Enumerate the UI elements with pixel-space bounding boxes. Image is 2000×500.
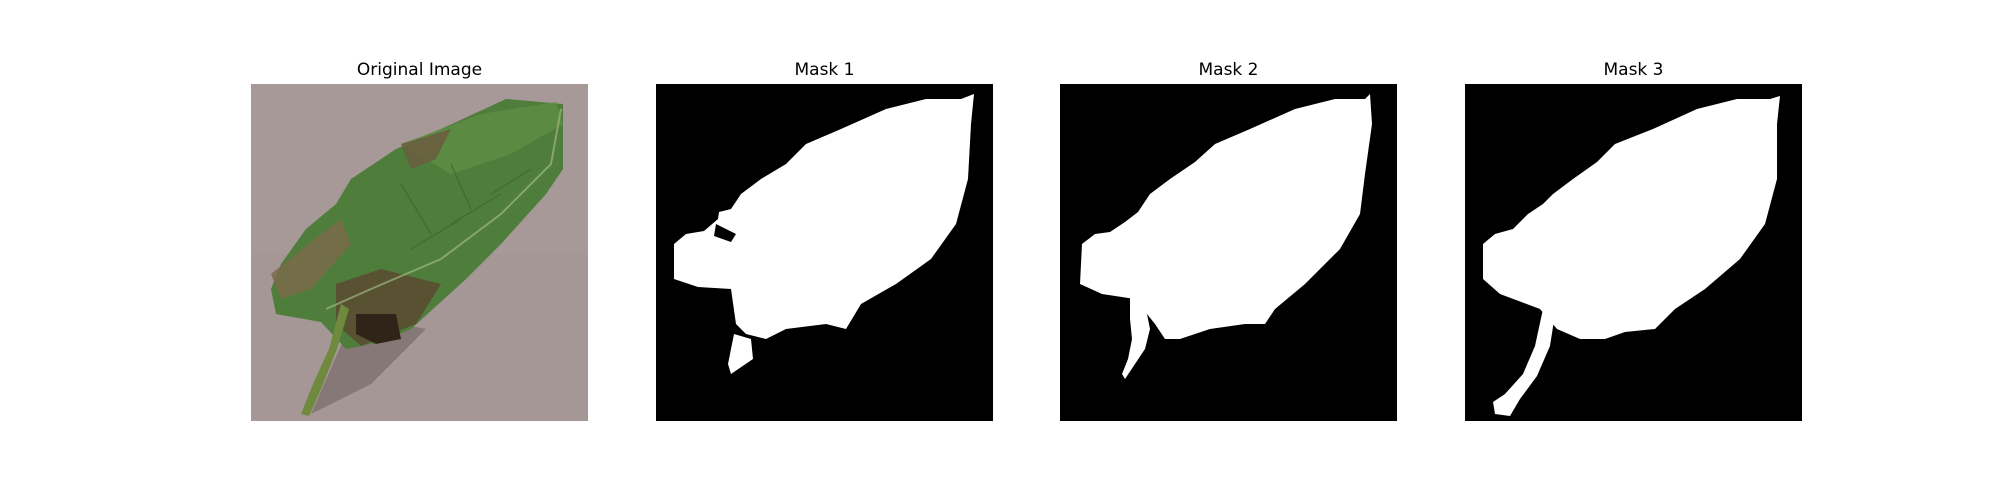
panel-mask-3: Mask 3	[1465, 59, 1802, 421]
mask-1-image	[656, 84, 993, 421]
panel-original-image: Original Image	[251, 59, 588, 421]
mask-3-shape	[1465, 84, 1802, 421]
panel-mask-2: Mask 2	[1060, 59, 1397, 421]
panel-title: Mask 3	[1603, 60, 1664, 80]
leaf-photo	[251, 84, 588, 421]
mask-2-image	[1060, 84, 1397, 421]
panel-title: Mask 2	[1198, 60, 1259, 80]
mask-1-shape	[656, 84, 993, 421]
mask-3-image	[1465, 84, 1802, 421]
panel-mask-1: Mask 1	[656, 59, 993, 421]
panel-title: Mask 1	[794, 60, 855, 80]
mask-2-shape	[1060, 84, 1397, 421]
panel-title: Original Image	[356, 60, 483, 80]
original-image	[251, 84, 588, 421]
